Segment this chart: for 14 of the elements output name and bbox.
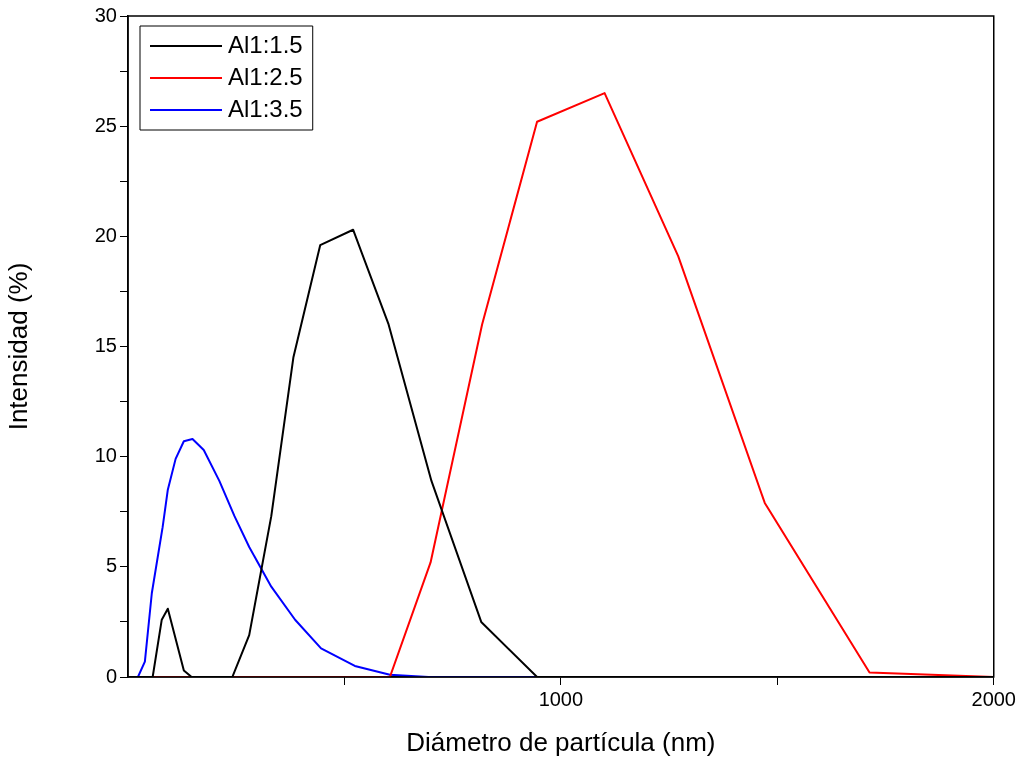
x-axis-title: Diámetro de partícula (nm) — [406, 726, 716, 757]
x-tick-label: 1000 — [538, 687, 584, 710]
legend-label: Al1:3.5 — [228, 94, 303, 122]
legend-label: Al1:1.5 — [228, 30, 303, 58]
x-tick-label: 2000 — [971, 687, 1016, 710]
y-tick-label: 20 — [94, 223, 117, 246]
legend-label: Al1:2.5 — [228, 62, 303, 90]
y-tick-label: 5 — [105, 554, 117, 577]
y-tick-label: 0 — [105, 664, 117, 687]
y-tick-label: 30 — [94, 3, 117, 26]
y-tick-label: 25 — [94, 113, 117, 136]
y-tick-label: 10 — [94, 444, 117, 467]
y-tick-label: 15 — [94, 334, 117, 357]
y-axis-title: Intensidad (%) — [2, 262, 33, 431]
